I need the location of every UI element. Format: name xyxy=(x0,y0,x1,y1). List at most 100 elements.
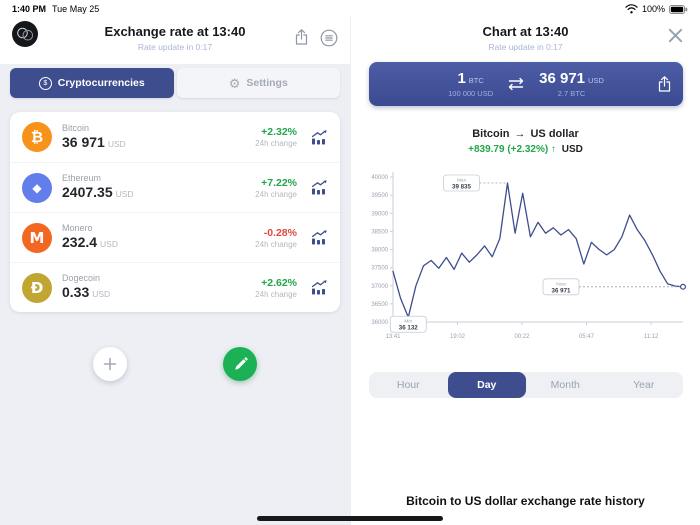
left-header: Exchange rate at 13:40 Rate update in 0:… xyxy=(0,16,350,64)
svg-text:05:47: 05:47 xyxy=(579,334,595,340)
coin-icon: $ xyxy=(38,76,52,90)
svg-text:36500: 36500 xyxy=(371,302,388,308)
status-date: Tue May 25 xyxy=(52,4,100,14)
edit-button[interactable] xyxy=(223,347,257,381)
chart-caption: Bitcoin to US dollar exchange rate histo… xyxy=(406,494,645,508)
crypto-value: 36 971 xyxy=(62,133,105,150)
svg-text:36000: 36000 xyxy=(371,320,388,326)
tab-cryptocurrencies[interactable]: $ Cryptocurrencies xyxy=(10,68,174,98)
crypto-change-label: 24h change xyxy=(255,189,297,199)
crypto-row-dogecoin[interactable]: Ð Dogecoin 0.33 USD +2.62% 24h change xyxy=(10,262,340,312)
swap-icon[interactable] xyxy=(507,77,525,91)
crypto-unit: USD xyxy=(107,138,126,149)
svg-text:Min: Min xyxy=(404,319,412,325)
chart-panel: Chart at 13:40 Rate update in 0:17 1 BTC … xyxy=(350,16,700,525)
pencil-icon xyxy=(233,356,248,372)
crypto-value: 2407.35 xyxy=(62,184,113,200)
to-sub: 2.7 BTC xyxy=(557,89,586,98)
svg-text:Max: Max xyxy=(457,177,467,183)
tab-settings[interactable]: ⚙ Settings xyxy=(176,68,340,98)
crypto-list: ₿ Bitcoin 36 971 USD +2.32% 24h change xyxy=(10,112,340,312)
crypto-name: Ethereum xyxy=(62,173,102,183)
open-chart-button[interactable] xyxy=(311,230,328,245)
close-button[interactable] xyxy=(667,27,684,44)
svg-text:36 132: 36 132 xyxy=(399,325,418,332)
from-unit: BTC xyxy=(468,76,484,85)
battery-icon xyxy=(669,4,688,14)
tab-settings-label: Settings xyxy=(246,77,288,89)
range-month[interactable]: Month xyxy=(550,379,580,391)
bitcoin-icon: ₿ xyxy=(22,122,52,152)
from-amount: 1 xyxy=(457,70,466,87)
conversion-card[interactable]: 1 BTC 100 000 USD 36 971 USD 2.7 BTC xyxy=(369,62,683,106)
crypto-change: +7.22% xyxy=(261,176,297,189)
crypto-change-label: 24h change xyxy=(255,139,297,148)
left-body: $ Cryptocurrencies ⚙ Settings ₿ Bitcoin … xyxy=(0,64,350,525)
exchange-rate-panel: Exchange rate at 13:40 Rate update in 0:… xyxy=(0,16,350,525)
range-year[interactable]: Year xyxy=(633,379,655,391)
svg-text:36 971: 36 971 xyxy=(552,287,571,294)
svg-text:Now: Now xyxy=(556,281,566,287)
crypto-name: Monero xyxy=(62,223,93,233)
to-amount: 36 971 xyxy=(539,70,586,87)
pair-change-unit: USD xyxy=(561,144,583,155)
wifi-icon xyxy=(625,4,638,14)
svg-text:11:12: 11:12 xyxy=(644,334,659,340)
range-hour[interactable]: Hour xyxy=(396,379,420,391)
crypto-unit: USD xyxy=(115,189,134,199)
svg-text:39000: 39000 xyxy=(371,211,388,217)
add-button[interactable] xyxy=(93,347,127,381)
right-panel-title: Chart at 13:40 xyxy=(482,24,569,39)
status-time: 1:40 PM xyxy=(12,4,47,14)
pair-quote: US dollar xyxy=(530,128,579,140)
right-header: Chart at 13:40 Rate update in 0:17 xyxy=(351,16,700,64)
share-button[interactable] xyxy=(295,29,308,47)
open-chart-button[interactable] xyxy=(311,129,328,145)
crypto-change-label: 24h change xyxy=(255,239,297,249)
dogecoin-icon: Ð xyxy=(22,272,52,303)
tab-cryptocurrencies-label: Cryptocurrencies xyxy=(57,77,145,89)
to-unit: USD xyxy=(588,76,604,85)
crypto-unit: USD xyxy=(100,239,118,249)
battery-percent: 100% xyxy=(641,4,665,14)
from-sub: 100 000 USD xyxy=(448,89,494,98)
svg-text:19:02: 19:02 xyxy=(450,334,466,340)
plus-icon xyxy=(102,356,118,372)
tab-bar: $ Cryptocurrencies ⚙ Settings xyxy=(10,68,340,98)
crypto-value: 232.4 xyxy=(62,234,98,250)
svg-text:38000: 38000 xyxy=(371,248,388,254)
pair-change-line: +839.79 (+2.32%) ↑ USD xyxy=(351,144,700,155)
pair-title: Bitcoin → US dollar xyxy=(351,128,700,140)
ethereum-icon: ◆ xyxy=(22,172,52,203)
gear-icon: ⚙ xyxy=(228,75,241,91)
crypto-name: Bitcoin xyxy=(62,122,90,133)
pair-base: Bitcoin xyxy=(472,128,510,140)
svg-text:40000: 40000 xyxy=(371,175,388,181)
crypto-change: +2.32% xyxy=(261,126,297,138)
open-chart-button[interactable] xyxy=(311,180,328,195)
range-day[interactable]: Day xyxy=(447,372,526,398)
up-arrow-icon: ↑ xyxy=(550,144,556,155)
crypto-change: +2.62% xyxy=(261,276,297,289)
price-line-chart[interactable]: 36000 36500 37000 37500 38000 38500 39000 39500… xyxy=(369,152,691,352)
share-chart-button[interactable] xyxy=(658,76,671,92)
open-chart-button[interactable] xyxy=(311,280,328,295)
crypto-unit: USD xyxy=(92,289,111,299)
crypto-row-monero[interactable]: M Monero 232.4 USD -0.28% 24h change xyxy=(10,212,340,262)
right-rate-update: Rate update in 0:17 xyxy=(488,42,563,52)
svg-text:39500: 39500 xyxy=(371,193,388,199)
svg-text:37500: 37500 xyxy=(371,266,388,272)
svg-text:13:41: 13:41 xyxy=(385,334,401,340)
svg-text:38500: 38500 xyxy=(371,229,388,235)
crypto-change: -0.28% xyxy=(263,226,297,239)
arrow-right-icon: → xyxy=(514,128,526,140)
pair-change-value: +839.79 (+2.32%) xyxy=(468,144,549,155)
crypto-name: Dogecoin xyxy=(62,273,101,283)
menu-button[interactable] xyxy=(320,29,338,47)
crypto-row-bitcoin[interactable]: ₿ Bitcoin 36 971 USD +2.32% 24h change xyxy=(10,112,340,162)
app-logo-icon[interactable] xyxy=(12,21,38,52)
svg-text:39 835: 39 835 xyxy=(452,183,471,190)
crypto-row-ethereum[interactable]: ◆ Ethereum 2407.35 USD +7.22% 24h change xyxy=(10,162,340,212)
home-indicator[interactable] xyxy=(257,516,443,521)
